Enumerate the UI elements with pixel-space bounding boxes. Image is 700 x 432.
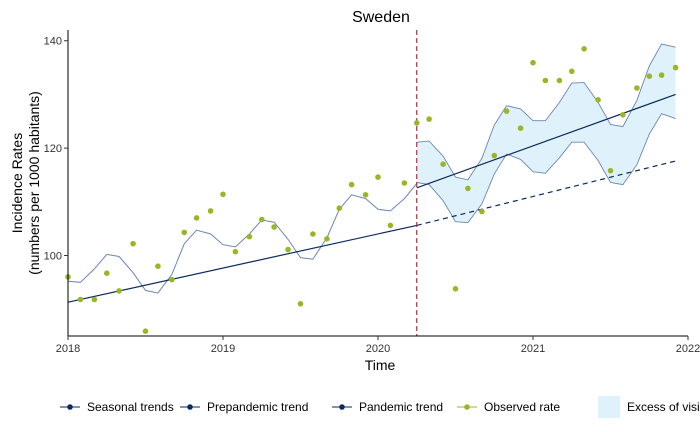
observed-point: [401, 180, 408, 186]
pandemic-trend-line: [416, 93, 676, 189]
observed-point: [503, 108, 510, 114]
y-tick-label: 140: [44, 36, 62, 48]
seasonal-trend-line: [67, 183, 418, 294]
legend-label: Excess of visi: [627, 400, 700, 414]
observed-point: [440, 161, 446, 167]
y-axis-title: Incidence Rates: [9, 133, 25, 233]
observed-point: [336, 205, 343, 211]
excess-lower-line: [416, 113, 676, 224]
x-ticks: 2018 2019 2020 2021 2022: [56, 336, 700, 355]
observed-point: [426, 116, 432, 122]
observed-point: [324, 236, 330, 242]
observed-point: [142, 328, 149, 335]
observed-point: [375, 174, 381, 180]
observed-point: [246, 233, 253, 240]
legend-key-point: [67, 404, 73, 410]
observed-point: [634, 85, 640, 91]
observed-point: [285, 246, 291, 253]
observed-point: [130, 240, 136, 247]
lines-layer: [67, 30, 676, 336]
observed-point: [491, 152, 498, 159]
observed-point: [672, 64, 679, 71]
observed-point: [517, 125, 524, 131]
plot-area: 2018 2019 2020 2021 2022 100 120 140: [44, 30, 700, 355]
x-tick-label: 2019: [211, 343, 235, 355]
legend-label: Pandemic trend: [359, 400, 443, 414]
x-tick-label: 2021: [521, 343, 545, 355]
observed-point: [646, 73, 653, 79]
observed-point: [271, 224, 277, 230]
observed-point: [595, 97, 601, 103]
legend-key-point: [339, 404, 345, 410]
observed-point: [232, 248, 239, 255]
observed-point: [387, 222, 394, 229]
excess-upper-line: [416, 43, 676, 181]
observed-point: [607, 167, 614, 174]
legend-item-prepandemic: Prepandemic trend: [180, 400, 308, 414]
legend-key-excess: [598, 396, 620, 418]
excess-band: [416, 44, 676, 223]
observed-point: [658, 72, 665, 78]
observed-point: [465, 185, 471, 192]
excess-layer: [416, 43, 676, 224]
observed-point: [479, 208, 485, 215]
y-axis-subtitle: (numbers per 1000 habitants): [26, 91, 42, 275]
legend-item-seasonal: Seasonal trends: [60, 400, 174, 414]
legend-label: Seasonal trends: [87, 400, 174, 414]
observed-point: [193, 215, 200, 221]
legend-item-excess: Excess of visi: [598, 396, 700, 418]
x-tick-label: 2018: [56, 343, 80, 355]
observed-point: [77, 296, 84, 303]
legend-item-pandemic: Pandemic trend: [332, 400, 443, 414]
observed-point: [116, 288, 122, 294]
observed-point: [259, 216, 265, 223]
y-tick-label: 120: [44, 143, 62, 155]
observed-point: [155, 263, 161, 270]
observed-point: [452, 286, 459, 292]
legend-key-point: [464, 404, 470, 410]
observed-point: [297, 301, 304, 307]
observed-point: [220, 191, 226, 198]
observed-point: [556, 77, 563, 84]
observed-point: [207, 208, 214, 214]
observed-point: [362, 192, 369, 198]
chart-title: Sweden: [352, 9, 410, 26]
y-tick-label: 100: [44, 250, 62, 262]
observed-point: [620, 112, 626, 118]
observed-point: [169, 276, 175, 283]
legend-item-observed: Observed rate: [457, 400, 560, 414]
x-tick-label: 2020: [366, 343, 390, 355]
observed-point: [91, 296, 98, 303]
observed-point: [530, 59, 536, 66]
observed-point: [542, 77, 549, 84]
legend-key-point: [187, 404, 193, 410]
legend: Seasonal trends Prepandemic trend Pandemic…: [60, 396, 700, 418]
observed-point: [310, 231, 316, 237]
observed-point: [104, 270, 110, 277]
points-layer: [65, 46, 679, 335]
legend-label: Prepandemic trend: [207, 400, 308, 414]
y-ticks: 100 120 140: [44, 36, 68, 262]
prepandemic-trend-line: [67, 224, 417, 303]
observed-point: [414, 120, 420, 126]
legend-label: Observed rate: [484, 400, 560, 414]
observed-point: [348, 181, 355, 188]
observed-point: [581, 46, 587, 52]
observed-point: [569, 68, 575, 75]
observed-point: [181, 229, 188, 236]
x-axis-title: Time: [365, 357, 396, 373]
x-tick-label: 2022: [676, 343, 700, 355]
